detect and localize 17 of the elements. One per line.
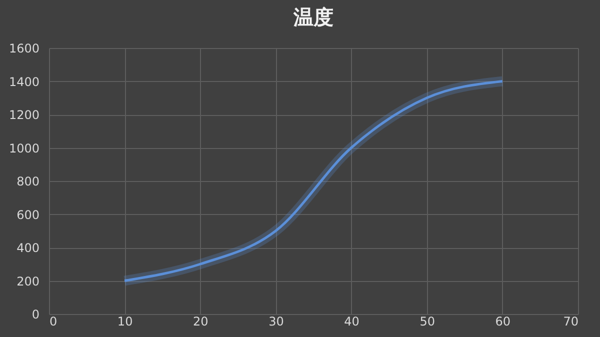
x-tick-label: 60 — [495, 314, 511, 328]
y-tick-label: 1000 — [8, 141, 40, 156]
x-tick-label: 50 — [420, 314, 435, 328]
y-tick-label: 1600 — [8, 42, 40, 56]
x-tick-label: 20 — [193, 314, 208, 328]
x-tick-label: 40 — [344, 314, 360, 328]
x-tick-label: 0 — [50, 314, 58, 328]
x-tick-label: 30 — [268, 314, 284, 328]
y-tick-label: 200 — [16, 274, 40, 288]
x-tick-label: 10 — [117, 314, 133, 328]
y-tick-label: 600 — [16, 208, 40, 222]
y-tick-label: 1400 — [8, 74, 40, 89]
y-tick-label: 800 — [16, 174, 40, 188]
x-tick-label: 70 — [563, 314, 578, 328]
y-tick-label: 1200 — [8, 108, 40, 122]
chart-title: 温度 — [292, 5, 334, 29]
y-tick-label: 400 — [16, 241, 40, 255]
